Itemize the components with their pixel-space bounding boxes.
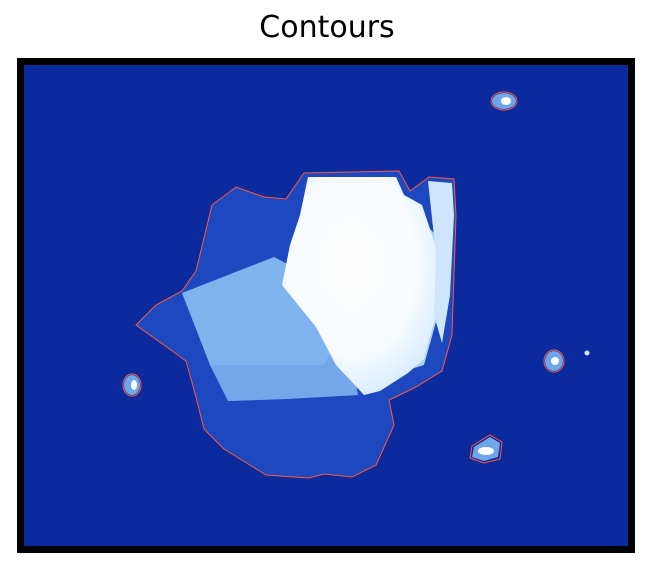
image-frame <box>17 58 635 553</box>
small-flake-top-right <box>490 91 518 111</box>
small-flake-left <box>122 373 142 397</box>
main-flake-contour <box>135 170 457 479</box>
flake-mid-terrace <box>210 325 358 401</box>
flake-bright-core <box>282 177 438 395</box>
contour-image <box>24 65 628 546</box>
small-flake-right <box>543 349 565 373</box>
small-flake-bottom-right <box>469 434 503 464</box>
flake-right-sliver <box>428 181 454 343</box>
figure-title: Contours <box>259 10 395 45</box>
tiny-speck <box>584 350 590 356</box>
